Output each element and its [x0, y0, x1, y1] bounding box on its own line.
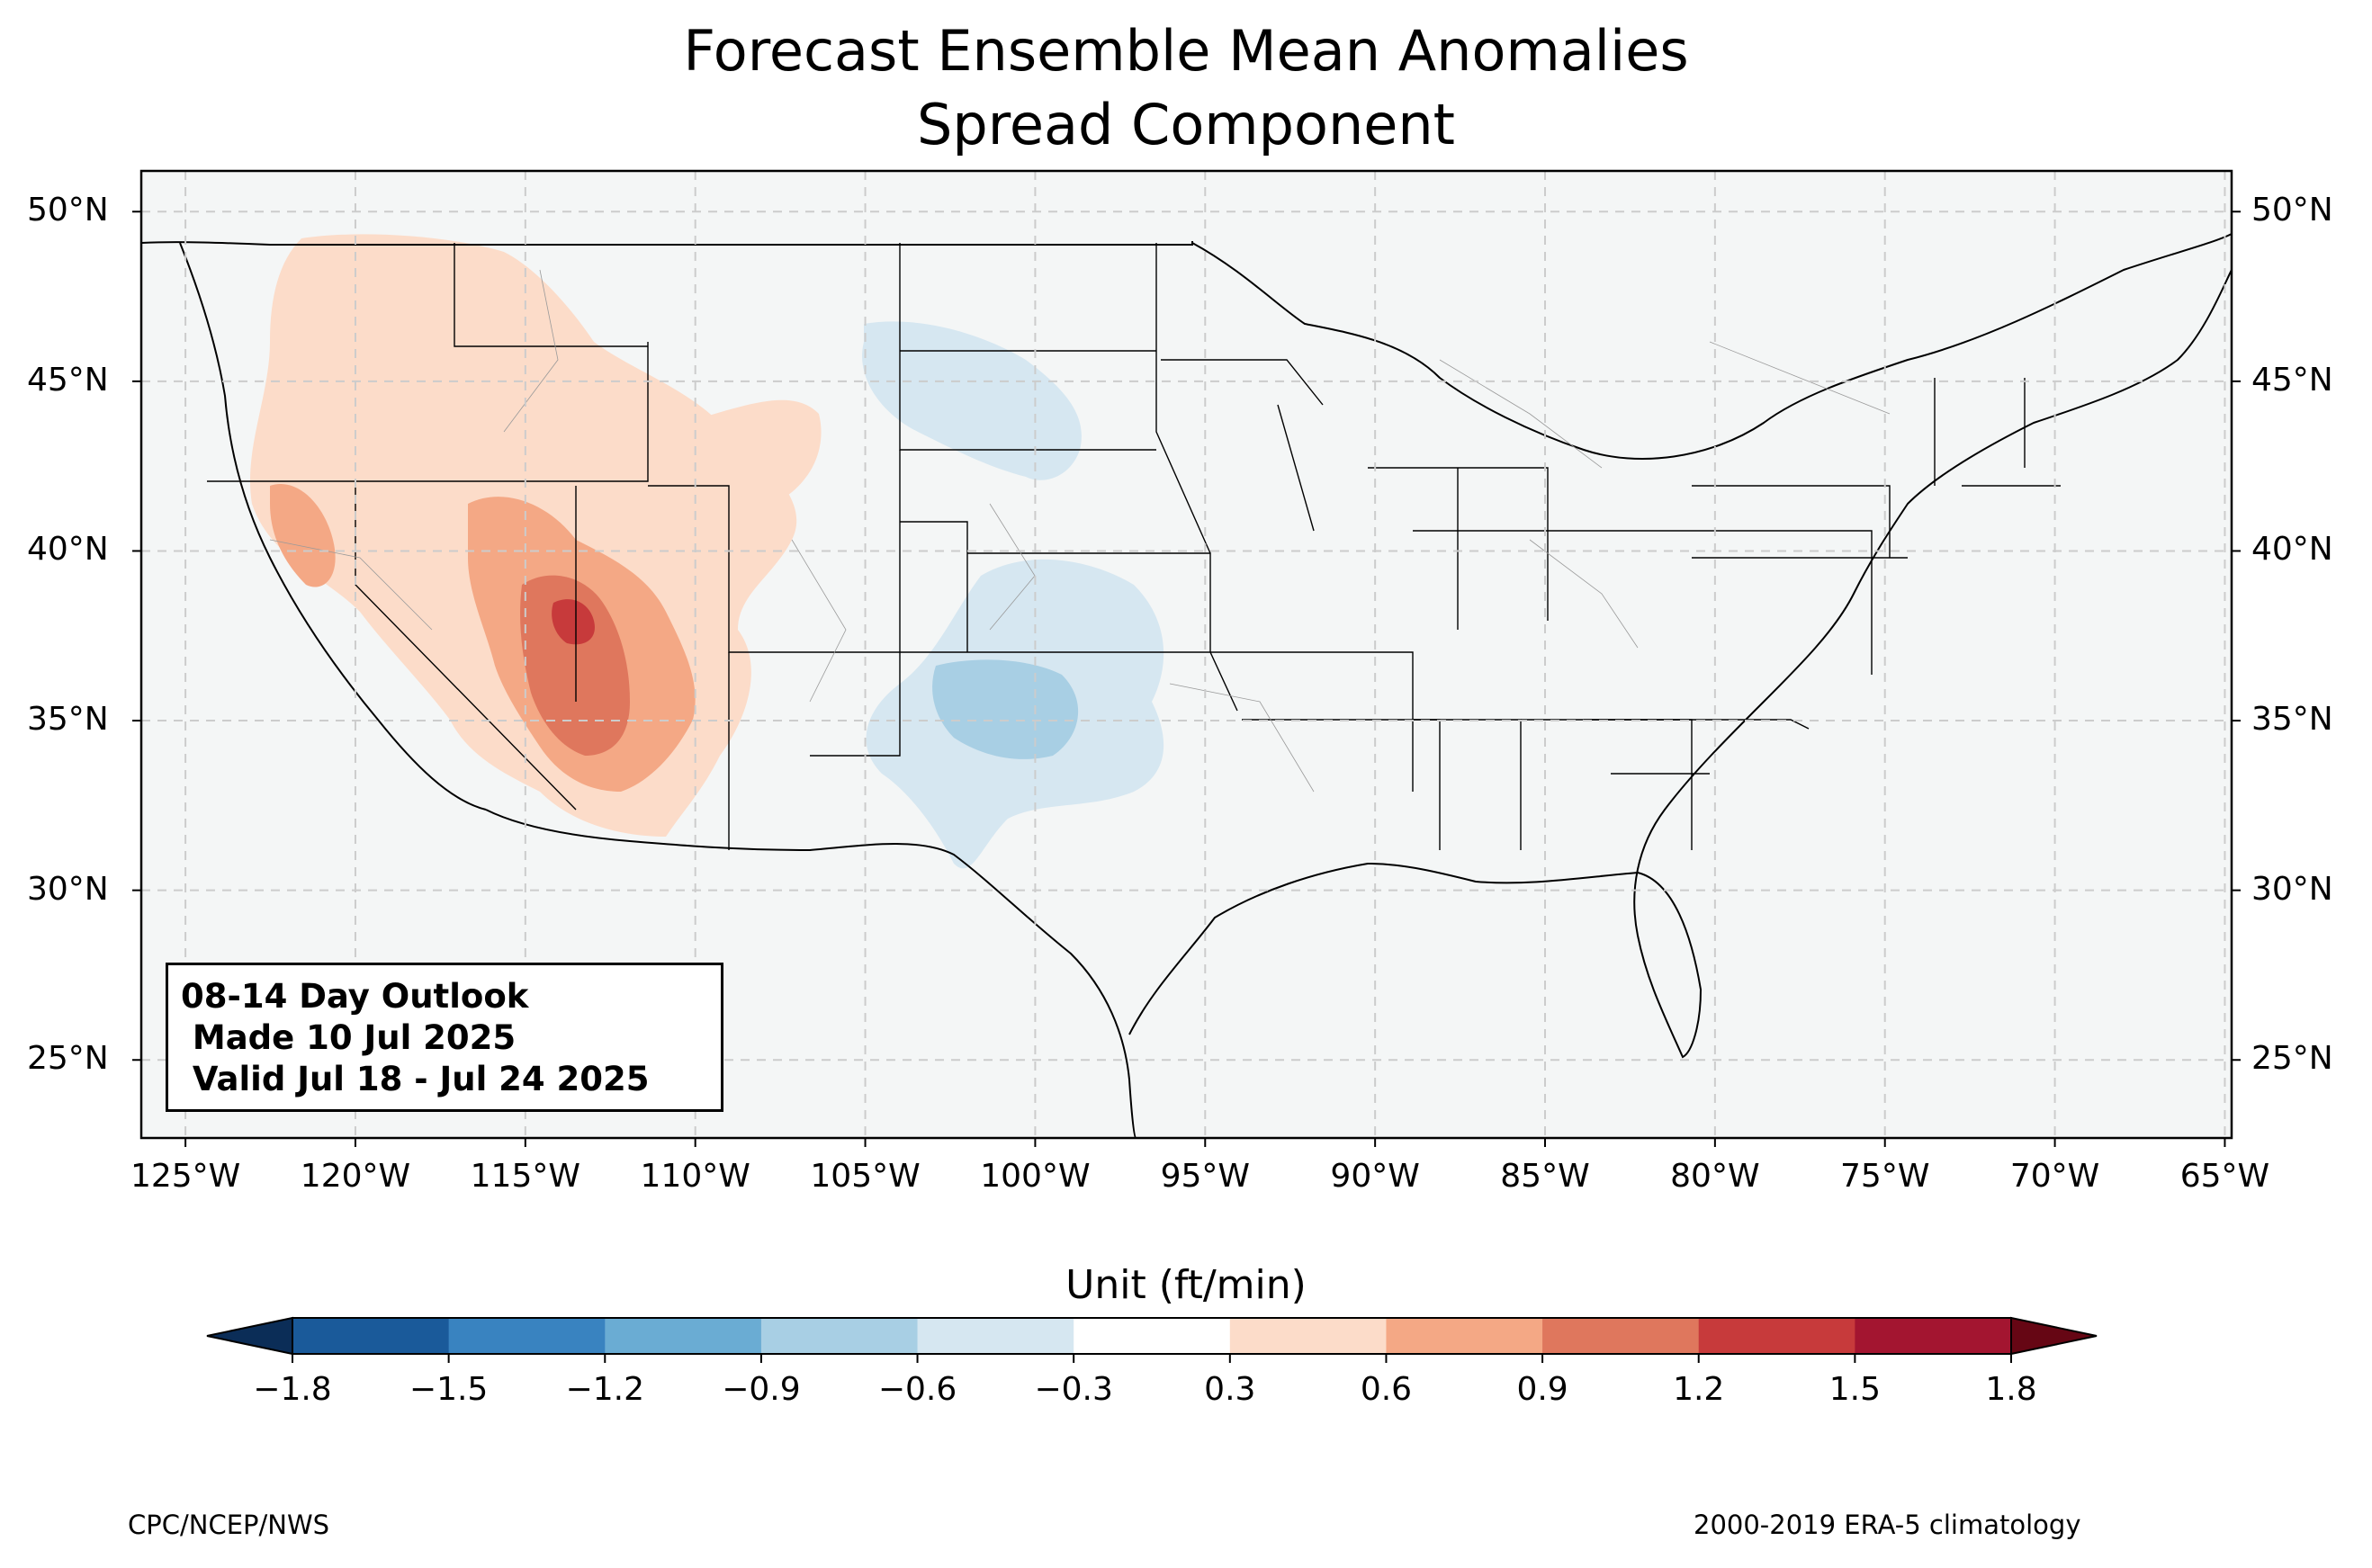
colorbar-tick-label: 0.3	[1204, 1371, 1256, 1408]
lon-tick-label: 110°W	[640, 1158, 750, 1195]
colorbar-tick-label: 1.8	[1985, 1371, 2037, 1408]
colorbar-label: Unit (ft/min)	[1065, 1262, 1307, 1308]
lat-tick-label-left: 35°N	[27, 701, 109, 739]
state-borders	[207, 243, 2061, 850]
colorbar-extend-low	[206, 1316, 293, 1356]
lon-tick-label: 120°W	[300, 1158, 411, 1195]
positive-anomaly-west	[249, 234, 822, 837]
colorbar-segment	[1698, 1318, 1855, 1354]
lat-tick-label-left: 25°N	[27, 1040, 109, 1078]
footer-source: CPC/NCEP/NWS	[128, 1510, 330, 1540]
gridlines	[141, 171, 2232, 1138]
lon-tick-label: 100°W	[980, 1158, 1091, 1195]
colorbar-tick-label: −0.9	[722, 1371, 801, 1408]
lon-tick-label: 105°W	[810, 1158, 921, 1195]
colorbar-segment	[605, 1318, 762, 1354]
colorbar-tick-label: −0.3	[1034, 1371, 1113, 1408]
lon-tick-label: 70°W	[2009, 1158, 2100, 1195]
country-borders	[141, 233, 2232, 1138]
colorbar-segment	[448, 1318, 606, 1354]
colorbar-extend-high	[2010, 1316, 2098, 1356]
outlook-period: 08-14 Day Outlook	[181, 977, 529, 1016]
colorbar-tick-label: 1.5	[1828, 1371, 1881, 1408]
colorbar-tick-label: −0.6	[877, 1371, 957, 1408]
tick-marks	[132, 211, 2241, 1147]
colorbar-tick-label: 0.9	[1516, 1371, 1568, 1408]
lon-tick-label: 90°W	[1330, 1158, 1420, 1195]
outlook-made-date: Made 10 Jul 2025	[181, 1018, 517, 1057]
lat-tick-label-left: 40°N	[27, 531, 109, 569]
colorbar-segment	[1386, 1318, 1543, 1354]
lat-tick-label-left: 50°N	[27, 192, 109, 229]
colorbar-tick-label: −1.5	[409, 1371, 489, 1408]
lon-tick-label: 95°W	[1160, 1158, 1250, 1195]
map-frame	[139, 169, 2233, 1140]
colorbar-frame	[292, 1317, 2012, 1355]
lat-tick-label-right: 45°N	[2251, 361, 2333, 399]
lat-tick-label-left: 30°N	[27, 870, 109, 908]
lat-tick-label-right: 35°N	[2251, 701, 2333, 739]
lon-tick-label: 65°W	[2179, 1158, 2270, 1195]
negative-anomaly-plains	[862, 321, 1164, 869]
map-subtitle: Spread Component	[917, 92, 1455, 157]
lon-tick-label: 80°W	[1670, 1158, 1760, 1195]
lon-tick-label: 75°W	[1840, 1158, 1930, 1195]
colorbar-segment	[917, 1318, 1074, 1354]
colorbar-segment	[760, 1318, 919, 1354]
colorbar-segment	[1855, 1318, 2012, 1354]
lat-tick-label-right: 50°N	[2251, 192, 2333, 229]
colorbar-tick-label: −1.8	[253, 1371, 332, 1408]
outlook-valid-range: Valid Jul 18 - Jul 24 2025	[181, 1060, 650, 1098]
outlook-info-box: 08-14 Day Outlook Made 10 Jul 2025 Valid…	[166, 963, 723, 1112]
lon-tick-label: 85°W	[1500, 1158, 1590, 1195]
lat-tick-label-right: 30°N	[2251, 870, 2333, 908]
lat-tick-label-right: 25°N	[2251, 1040, 2333, 1078]
lon-tick-label: 115°W	[470, 1158, 580, 1195]
colorbar-tick-label: 0.6	[1360, 1371, 1413, 1408]
lat-tick-label-right: 40°N	[2251, 531, 2333, 569]
colorbar-segment	[1229, 1318, 1387, 1354]
colorbar-segment	[1542, 1318, 1700, 1354]
colorbar-tick-label: −1.2	[565, 1371, 644, 1408]
lon-tick-label: 125°W	[130, 1158, 241, 1195]
colorbar-segment	[292, 1318, 450, 1354]
map-title: Forecast Ensemble Mean Anomalies	[683, 18, 1689, 84]
colorbar-tick-label: 1.2	[1673, 1371, 1725, 1408]
colorbar-segment	[1074, 1318, 1231, 1354]
footer-climatology: 2000-2019 ERA-5 climatology	[1694, 1510, 2081, 1540]
colorbar	[206, 1316, 2098, 1363]
lat-tick-label-left: 45°N	[27, 361, 109, 399]
